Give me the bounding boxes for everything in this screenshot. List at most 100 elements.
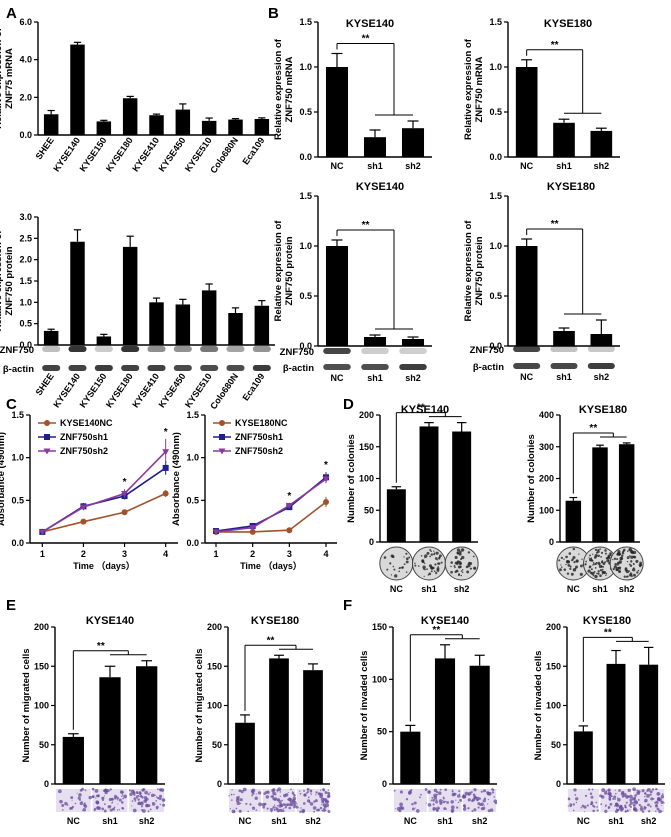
cell-dot [109,805,112,808]
cell-dot [491,791,495,794]
colony-dot [420,555,423,557]
data-point [212,529,220,536]
cell-dot [443,807,447,811]
colony-dot [450,570,453,574]
colony-dot [639,561,642,565]
cell-dot [483,805,485,807]
series-line-KYSE140NC [42,492,166,533]
colony-dot [429,548,432,551]
colony-dot [459,565,462,568]
y-axis-label: Absorbance (490nm) [0,432,7,526]
cell-dot [601,788,606,792]
chart-F1: 0 50 100 150 Number of invaded cells KYSE140 F… [343,597,498,826]
bar-sh2 [469,665,490,784]
colony-dot [426,551,430,555]
colony-dot [437,557,441,560]
x-tick-label: sh1 [556,161,572,171]
blot-band [121,346,140,352]
bar-sh2 [590,334,613,346]
cell-dot [120,801,124,804]
chart-title: KYSE140 [346,18,394,30]
cell-dot [279,802,283,806]
cell-dot [632,802,635,804]
x-tick-label: NC [404,816,417,826]
x-axis-label: Time （days） [240,561,302,571]
y-axis-label: Number of migrated cells [194,648,205,762]
blot-label: β-actin [3,364,34,375]
cell-dot [78,793,82,797]
x-tick-label: NC [331,161,344,171]
cell-dot [309,802,314,806]
cell-dot [92,795,95,798]
cell-dot [640,805,643,809]
bar-NC [400,731,421,784]
colony-dot [459,562,462,565]
x-tick-label: 3 [287,549,292,559]
y-tick-label: 1.0 [299,62,312,72]
cell-dot [228,795,230,797]
colony-dot [572,555,576,559]
y-axis-label: Relative expression of [463,220,474,322]
chart-title: KYSE140 [421,615,469,627]
y-tick-label: 0 [369,537,374,547]
cell-dot [303,793,306,797]
cell-dot [269,807,274,812]
colony-dot [453,565,456,567]
cell-dot [251,794,253,797]
blot-label: ZNF750 [470,345,504,356]
colony-dot [630,555,634,559]
significance-marker: ** [267,635,275,646]
x-tick-label: sh2 [405,373,421,383]
colony-dot [609,552,612,555]
y-tick-label: 3.0 [19,212,32,222]
x-tick-label: sh2 [139,816,155,826]
cell-dot [462,807,467,811]
bar-sh1 [434,658,456,784]
y-tick-label: 0.0 [19,340,32,350]
cell-dot [261,802,266,807]
cell-dot [123,794,128,799]
colony-dot [618,560,622,564]
x-tick-label: NC [67,816,80,826]
x-tick-label: NC [520,372,533,382]
colony-dot [450,561,453,564]
cell-dot [299,792,302,795]
x-tick-label: sh1 [608,816,624,826]
colony-dot [592,553,594,555]
panel-label: B [268,5,279,22]
cell-dot [283,807,285,810]
cell-dot [596,806,598,808]
cell-dot [439,801,443,805]
cell-dot [324,800,327,803]
cell-dot [229,808,232,810]
blot-band [173,346,192,352]
cell-dot [144,790,149,795]
colony-dot [559,568,562,572]
bar-KYSE140 [70,44,85,135]
cell-dot [586,804,589,807]
cell-dot [161,798,166,802]
cell-dot [121,791,124,794]
cell-dot [281,805,283,808]
cell-dot [288,806,292,810]
cell-dot [61,809,64,811]
significance-marker: ** [551,40,559,51]
cell-dot [615,792,617,795]
y-axis-label: Number of migrated cells [21,648,32,762]
cell-dot [114,794,117,798]
cell-dot [432,798,436,802]
y-tick-label: 100 [539,505,554,515]
cell-dot [158,794,163,798]
cell-dot [457,801,460,804]
colony-dot [616,568,619,572]
colony-dot [607,559,610,562]
blot-band [587,363,615,369]
colony-dot [563,568,567,571]
cell-dot [273,797,278,801]
y-tick-label: 0.0 [299,152,312,162]
cell-dot [95,797,97,799]
cell-dot [255,793,257,795]
colony-dot [597,548,600,551]
cell-dot [231,799,233,801]
